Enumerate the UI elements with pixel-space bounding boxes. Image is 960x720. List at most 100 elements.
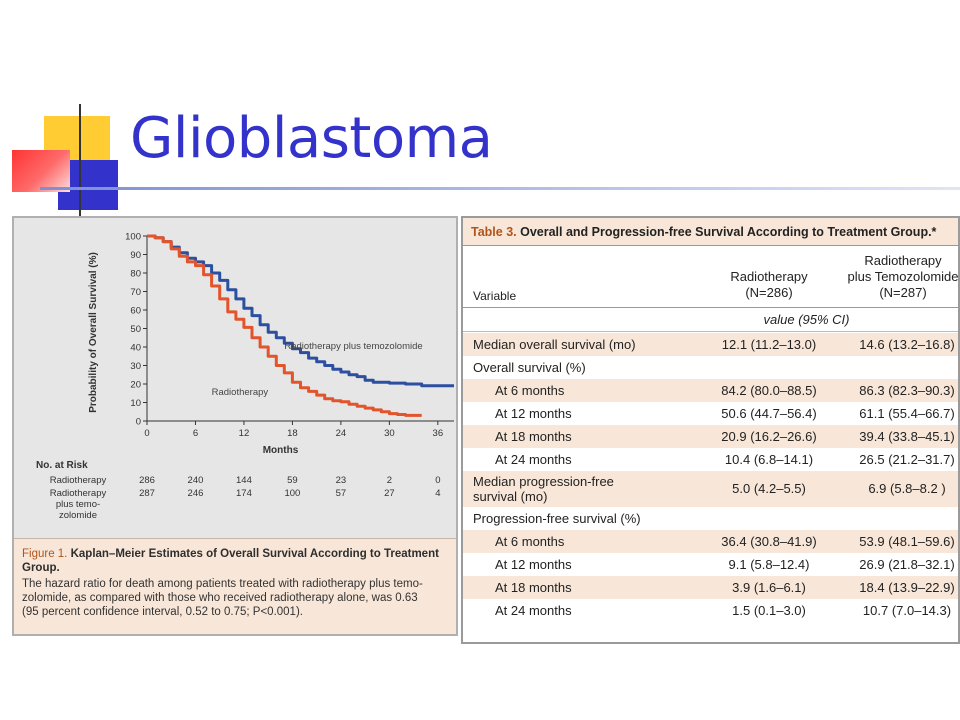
y-tick-label: 60 [130, 306, 141, 317]
at-risk-row-label-extra: zolomide [59, 510, 97, 521]
row-value-radiotherapy: 50.6 (44.7–56.4) [721, 406, 817, 421]
row-value-temozolomide: 53.9 (48.1–59.6) [859, 534, 955, 549]
y-tick-label: 40 [130, 343, 141, 354]
row-value-radiotherapy: 20.9 (16.2–26.6) [721, 429, 817, 444]
series-line-temozolomide [147, 234, 454, 388]
table-row: At 18 months 3.9 (1.6–6.1) 18.4 (13.9–22.9… [463, 576, 958, 599]
row-label: At 6 months [495, 534, 565, 549]
at-risk-heading: No. at Risk [36, 460, 88, 471]
at-risk-value: 23 [336, 475, 347, 486]
y-tick-label: 100 [125, 232, 141, 243]
table-row: At 12 months 9.1 (5.8–12.4) 26.9 (21.8–32.… [463, 553, 958, 576]
y-tick-label: 0 [136, 417, 141, 428]
row-value-radiotherapy: 12.1 (11.2–13.0) [721, 337, 817, 352]
row-label: At 18 months [495, 429, 572, 444]
header-radiotherapy: Radiotherapy (N=286) [730, 269, 808, 300]
at-risk-value: 57 [336, 488, 347, 499]
row-value-radiotherapy: 3.9 (1.6–6.1) [732, 580, 806, 595]
at-risk-value: 287 [139, 488, 155, 499]
row-label: Overall survival (%) [473, 360, 586, 375]
row-value-temozolomide: 26.5 (21.2–31.7) [859, 452, 955, 467]
at-risk-value: 100 [284, 488, 300, 499]
row-value-radiotherapy: 84.2 (80.0–88.5) [721, 383, 817, 398]
y-tick-label: 80 [130, 269, 141, 280]
header-variable: Variable [473, 289, 517, 303]
row-label: At 24 months [495, 603, 572, 618]
x-tick-label: 36 [433, 428, 444, 439]
row-label: At 18 months [495, 580, 572, 595]
row-value-temozolomide: 14.6 (13.2–16.8) [859, 337, 955, 352]
figure-caption: Figure 1. Kaplan–Meier Estimates of Over… [14, 538, 456, 634]
figure-panel: 0 10 20 30 40 50 60 70 80 90 100 0 6 12 18 24 30 36 Months… [12, 216, 458, 636]
series-label-temozolomide: Radiotherapy plus temozolomide [284, 341, 422, 352]
table-header: Variable Radiotherapy (N=286) Radiothera… [463, 247, 959, 308]
at-risk-row-label-extra: plus temo- [56, 499, 100, 510]
table-title: Overall and Progression-free Survival Ac… [520, 225, 937, 239]
table-row: At 12 months 50.6 (44.7–56.4) 61.1 (55.4–6… [463, 402, 958, 425]
y-tick-label: 50 [130, 324, 141, 335]
row-value-radiotherapy: 1.5 (0.1–3.0) [732, 603, 806, 618]
title-underline [40, 187, 960, 190]
series-line-radiotherapy [147, 234, 422, 417]
row-label: Median progression-free survival (mo) [473, 474, 614, 504]
at-risk-row-label: Radiotherapy [50, 488, 107, 499]
at-risk-value: 0 [435, 475, 440, 486]
y-tick-label: 10 [130, 398, 141, 409]
header-radiotherapy-temozolomide: Radiotherapy plus Temozolomide (N=287) [847, 253, 959, 300]
row-value-temozolomide: 6.9 (5.8–8.2 ) [868, 481, 946, 496]
x-tick-label: 30 [384, 428, 395, 439]
row-value-temozolomide: 61.1 (55.4–66.7) [859, 406, 955, 421]
row-label: At 24 months [495, 452, 572, 467]
table-row: At 6 months 84.2 (80.0–88.5) 86.3 (82.3–90… [463, 379, 958, 402]
y-tick-label: 30 [130, 361, 141, 372]
row-value-temozolomide: 26.9 (21.8–32.1) [859, 557, 955, 572]
row-value-temozolomide: 39.4 (33.8–45.1) [859, 429, 955, 444]
table-row: At 6 months 36.4 (30.8–41.9) 53.9 (48.1–59… [463, 530, 958, 553]
x-tick-label: 24 [336, 428, 347, 439]
at-risk-value: 174 [236, 488, 252, 499]
row-label: Progression-free survival (%) [473, 511, 641, 526]
figure-number: Figure 1. [22, 548, 68, 560]
x-tick-label: 0 [144, 428, 149, 439]
series-label-radiotherapy: Radiotherapy [212, 387, 269, 398]
row-label: At 12 months [495, 557, 572, 572]
at-risk-row-label: Radiotherapy [50, 475, 107, 486]
row-value-radiotherapy: 5.0 (4.2–5.5) [732, 481, 806, 496]
y-tick-label: 20 [130, 380, 141, 391]
table-row: At 18 months 20.9 (16.2–26.6) 39.4 (33.8–4… [463, 425, 958, 448]
table-number: Table 3. [471, 225, 517, 239]
at-risk-value: 27 [384, 488, 395, 499]
figure-title-text: Kaplan–Meier Estimates of Overall Surviv… [22, 548, 439, 574]
x-tick-label: 12 [239, 428, 250, 439]
table-row: At 24 months 10.4 (6.8–14.1) 26.5 (21.2–31… [463, 448, 958, 471]
row-value-temozolomide: 10.7 (7.0–14.3) [862, 603, 952, 618]
row-value-radiotherapy: 36.4 (30.8–41.9) [721, 534, 817, 549]
table-subheader: value (95% CI) [463, 308, 958, 332]
table-row: Median progression-free survival (mo) 5.0… [463, 471, 958, 507]
at-risk-value: 286 [139, 475, 155, 486]
deco-red-square [12, 150, 70, 192]
at-risk-value: 240 [188, 475, 204, 486]
table-caption: Table 3. Overall and Progression-free Su… [463, 218, 958, 246]
row-label: At 6 months [495, 383, 565, 398]
y-tick-label: 90 [130, 250, 141, 261]
row-label: Median overall survival (mo) [473, 337, 636, 352]
x-axis-label: Months [263, 445, 299, 456]
table-row: Overall survival (%) [463, 356, 958, 379]
row-value-temozolomide: 86.3 (82.3–90.3) [859, 383, 955, 398]
at-risk-value: 246 [188, 488, 204, 499]
at-risk-value: 2 [387, 475, 392, 486]
figure-caption-body: The hazard ratio for death among patient… [22, 578, 423, 618]
row-value-temozolomide: 18.4 (13.9–22.9) [859, 580, 955, 595]
table-row: Median overall survival (mo) 12.1 (11.2–1… [463, 333, 958, 356]
x-tick-label: 6 [193, 428, 198, 439]
row-value-radiotherapy: 9.1 (5.8–12.4) [728, 557, 810, 572]
at-risk-value: 4 [435, 488, 440, 499]
row-label: At 12 months [495, 406, 572, 421]
table-row: Progression-free survival (%) [463, 507, 958, 530]
slide-title: Glioblastoma [130, 106, 493, 171]
x-tick-label: 18 [287, 428, 298, 439]
y-tick-label: 70 [130, 287, 141, 298]
figure-caption-title: Figure 1. Kaplan–Meier Estimates of Over… [22, 547, 452, 575]
